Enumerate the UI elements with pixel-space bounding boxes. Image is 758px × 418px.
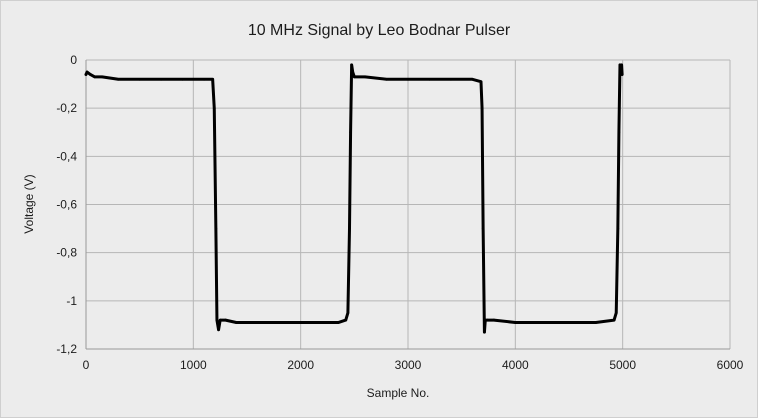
series-point [479, 80, 483, 83]
series-line [84, 63, 624, 334]
series-point [217, 328, 220, 332]
x-axis-label: Sample No. [367, 386, 430, 400]
series-point [351, 70, 355, 74]
series-point [202, 77, 206, 81]
series-point [614, 311, 618, 315]
series-point [406, 77, 410, 81]
series-point [336, 321, 340, 324]
series-point [215, 318, 219, 322]
series-point [320, 321, 324, 324]
series-point [350, 63, 353, 67]
series-point [385, 77, 388, 81]
series-point [594, 321, 598, 324]
series-point [212, 106, 216, 110]
series-point [116, 77, 120, 81]
x-tick-label: 3000 [395, 358, 422, 372]
chart-title: 10 MHz Signal by Leo Bodnar Pulser [248, 22, 511, 39]
series-point [481, 227, 485, 230]
y-tick-label: -1 [66, 294, 77, 308]
series-point [353, 75, 356, 79]
series-point [428, 77, 431, 81]
tick-label-layer: 0 1000 2000 3000 4000 5000 6000 0 -0,2 -0,4 -0,6 -0… [56, 53, 743, 372]
series-point [535, 321, 539, 324]
series-point [492, 318, 496, 322]
series-point [256, 321, 260, 324]
series-point [224, 318, 227, 322]
series-point [348, 227, 351, 230]
axis-layer [85, 60, 730, 350]
series-layer [84, 63, 624, 334]
series-point [211, 77, 214, 81]
series-point [218, 318, 222, 322]
series-point [480, 106, 484, 110]
y-tick-label: -0,8 [56, 246, 77, 260]
series-point [299, 321, 302, 324]
series-point [620, 73, 624, 76]
series-point [84, 73, 88, 76]
x-tick-label: 6000 [717, 358, 744, 372]
series-point [617, 130, 621, 134]
series-point [578, 321, 582, 324]
y-tick-label: -0,4 [56, 149, 77, 163]
series-point [486, 318, 489, 322]
x-tick-label: 1000 [180, 358, 207, 372]
y-tick-label: -0,2 [56, 101, 77, 115]
series-point [88, 73, 92, 76]
series-point [556, 321, 560, 324]
series-point [616, 227, 620, 230]
series-point [349, 130, 352, 134]
series-point [214, 227, 218, 230]
x-tick-label: 4000 [502, 358, 529, 372]
series-point [85, 70, 89, 74]
series-point [181, 77, 184, 81]
y-tick-label: -0,6 [56, 198, 77, 212]
y-tick-label: 0 [70, 53, 77, 67]
series-point [93, 75, 96, 79]
series-point [471, 77, 474, 81]
series-point [344, 318, 348, 322]
y-tick-label: -1,2 [56, 342, 77, 356]
series-point [100, 75, 104, 79]
y-axis-label: Voltage (V) [22, 174, 36, 233]
series-point [159, 77, 163, 81]
series-point [514, 321, 517, 324]
series-point [449, 77, 453, 81]
series-point [619, 70, 623, 74]
x-tick-label: 0 [83, 358, 90, 372]
x-tick-label: 5000 [609, 358, 636, 372]
series-point [483, 318, 487, 322]
series-point [363, 75, 367, 79]
series-point [612, 318, 616, 322]
series-point [620, 63, 623, 67]
series-point [234, 321, 238, 324]
series-point [138, 77, 141, 81]
x-tick-label: 2000 [287, 358, 314, 372]
series-point [277, 321, 281, 324]
series-point [346, 311, 350, 315]
series-point [483, 330, 486, 334]
